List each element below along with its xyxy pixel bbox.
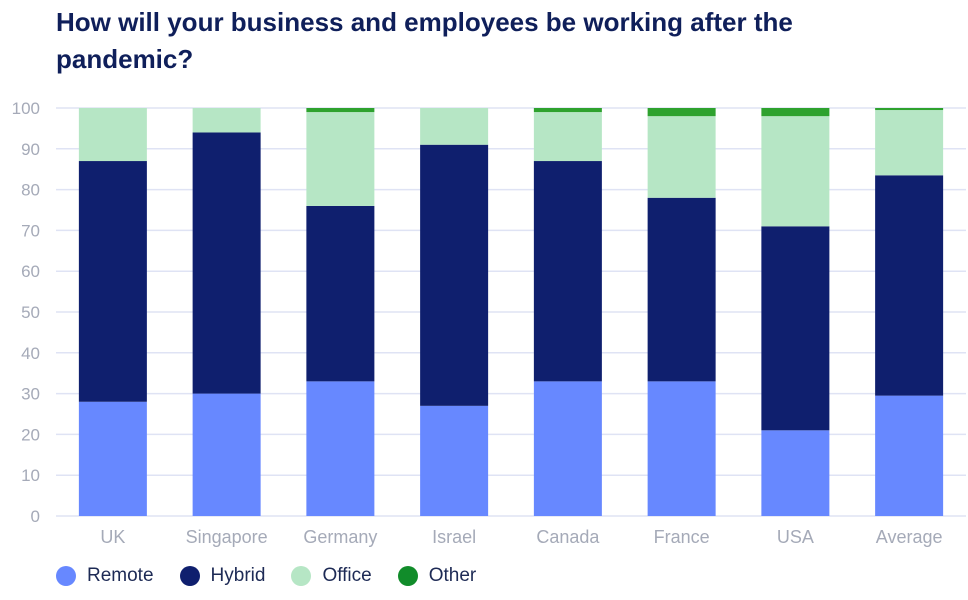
legend-label: Other: [428, 565, 477, 586]
legend: Remote Hybrid Office Other: [56, 565, 502, 587]
bar-office-average: [875, 110, 944, 176]
bars: [78, 108, 944, 516]
bar-office-canada: [533, 112, 602, 162]
bar-other-france: [647, 108, 716, 117]
y-tick-label: 50: [21, 303, 40, 322]
stacked-bar-chart: 0 10 20 30 40 50 60 70 80 90 100 UK Singapore German…: [12, 99, 966, 547]
bar-other-usa: [761, 108, 830, 117]
y-axis-ticks: 0 10 20 30 40 50 60 70 80 90 100: [12, 99, 40, 526]
x-tick-label: Israel: [432, 527, 476, 547]
legend-swatch: [179, 566, 200, 586]
y-tick-label: 90: [21, 140, 40, 159]
legend-label: Remote: [87, 565, 154, 586]
legend-swatch: [291, 566, 312, 586]
bar-office-singapore: [192, 108, 261, 133]
y-tick-label: 30: [21, 385, 40, 404]
bar-hybrid-singapore: [192, 132, 261, 394]
y-tick-label: 20: [21, 425, 40, 444]
bar-remote-france: [647, 381, 716, 516]
x-tick-label: Average: [876, 527, 943, 547]
legend-item-other: Other: [397, 565, 477, 587]
y-tick-label: 0: [31, 507, 40, 526]
x-axis-ticks: UK Singapore Germany Israel Canada France USA A…: [100, 527, 942, 547]
bar-office-germany: [306, 112, 375, 206]
legend-item-office: Office: [291, 565, 372, 587]
bar-office-usa: [761, 116, 830, 227]
y-tick-label: 40: [21, 344, 40, 363]
bar-remote-average: [875, 395, 944, 516]
legend-item-hybrid: Hybrid: [179, 565, 266, 587]
y-tick-label: 100: [12, 99, 40, 118]
x-tick-label: Germany: [303, 527, 377, 547]
x-tick-label: UK: [100, 527, 125, 547]
bar-hybrid-canada: [533, 161, 602, 382]
legend-item-remote: Remote: [56, 565, 154, 587]
chart-title: How will your business and employees be …: [56, 7, 793, 74]
bar-hybrid-germany: [306, 205, 375, 382]
bar-other-average: [875, 108, 944, 111]
legend-label: Hybrid: [210, 565, 266, 586]
bar-remote-uk: [78, 401, 147, 516]
x-tick-label: Singapore: [186, 527, 268, 547]
gridlines: [56, 107, 966, 517]
legend-label: Office: [322, 565, 372, 586]
bar-remote-canada: [533, 381, 602, 516]
bar-remote-usa: [761, 430, 830, 516]
bar-office-uk: [78, 108, 147, 162]
bar-remote-germany: [306, 381, 375, 516]
legend-swatch: [397, 566, 418, 586]
legend-swatch: [56, 566, 76, 586]
bar-hybrid-uk: [78, 161, 147, 402]
bar-other-germany: [306, 108, 375, 113]
x-tick-label: France: [654, 527, 710, 547]
y-tick-label: 10: [21, 466, 40, 485]
bar-office-israel: [420, 108, 489, 145]
bar-hybrid-israel: [420, 144, 489, 406]
bar-remote-israel: [420, 405, 489, 516]
bar-office-france: [647, 116, 716, 198]
y-tick-label: 60: [21, 262, 40, 281]
y-tick-label: 70: [21, 221, 40, 240]
bar-other-canada: [533, 108, 602, 113]
bar-hybrid-france: [647, 197, 716, 382]
bar-hybrid-average: [875, 175, 944, 396]
x-tick-label: USA: [777, 527, 814, 547]
bar-remote-singapore: [192, 393, 261, 516]
bar-hybrid-usa: [761, 226, 830, 431]
x-tick-label: Canada: [536, 527, 600, 547]
y-tick-label: 80: [21, 181, 40, 200]
